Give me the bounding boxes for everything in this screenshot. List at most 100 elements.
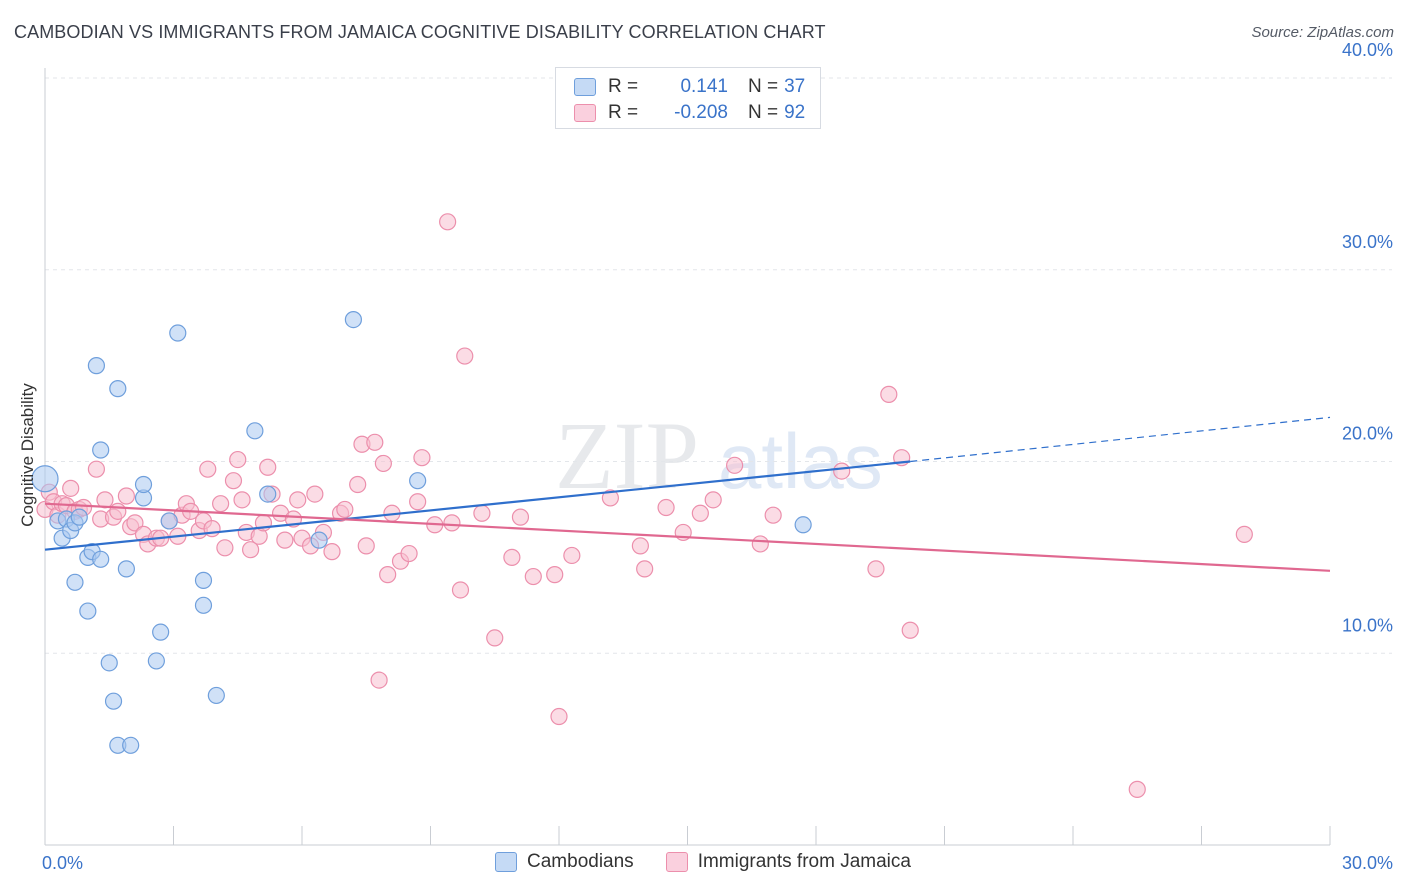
jamaica-point bbox=[439, 213, 457, 231]
jamaica-point bbox=[259, 458, 277, 476]
jamaica-point bbox=[229, 450, 247, 469]
cambodians-point bbox=[246, 422, 264, 440]
trend-lines bbox=[44, 416, 1331, 572]
cambodians-point bbox=[79, 602, 97, 620]
cambodians-point bbox=[122, 736, 140, 754]
jamaica-point bbox=[473, 504, 491, 522]
jamaica-point bbox=[511, 508, 530, 526]
jamaica-point bbox=[370, 671, 388, 689]
jamaica-swatch bbox=[574, 104, 596, 122]
cambodians-point bbox=[134, 475, 153, 494]
jamaica-point bbox=[87, 460, 106, 478]
watermark-zip: ZIP bbox=[555, 402, 699, 509]
jamaica-point bbox=[524, 567, 542, 586]
cambodians-point bbox=[310, 531, 328, 549]
jamaica-point bbox=[336, 500, 354, 519]
cambodians-trend-line bbox=[44, 460, 911, 551]
y-tick-labels: 10.0% 20.0% 30.0% 40.0% bbox=[1342, 40, 1393, 635]
y-tick-label: 10.0% bbox=[1342, 615, 1393, 635]
cambodians-point bbox=[87, 357, 106, 375]
cambodians-point bbox=[66, 573, 84, 591]
jamaica-point bbox=[357, 537, 375, 555]
x-tick-label-min: 0.0% bbox=[42, 853, 84, 873]
jamaica-point bbox=[126, 514, 144, 532]
cambodians-trend-extension bbox=[910, 416, 1331, 463]
jamaica-point bbox=[409, 493, 427, 511]
jamaica-point bbox=[657, 498, 675, 517]
jamaica-point bbox=[691, 504, 709, 522]
axes bbox=[44, 68, 1331, 846]
jamaica-point bbox=[726, 456, 744, 474]
legend-item-cambodians[interactable]: Cambodians bbox=[495, 851, 634, 873]
y-tick-label: 30.0% bbox=[1342, 232, 1393, 252]
jamaica-point bbox=[413, 449, 431, 467]
cambodians-point bbox=[194, 596, 213, 614]
jamaica-point bbox=[1128, 780, 1146, 798]
cambodians-point bbox=[147, 652, 165, 670]
r-label: R = bbox=[608, 76, 639, 97]
jamaica-point bbox=[563, 546, 581, 565]
jamaica-point bbox=[224, 472, 243, 490]
jamaica-swatch bbox=[665, 852, 688, 872]
cambodians-point bbox=[92, 550, 110, 568]
jamaica-point bbox=[833, 462, 851, 480]
jamaica-point bbox=[764, 506, 782, 524]
jamaica-point bbox=[199, 460, 217, 478]
cambodians-swatch bbox=[574, 78, 596, 96]
jamaica-trend-line bbox=[44, 502, 1331, 572]
y-tick-label: 40.0% bbox=[1342, 40, 1393, 60]
cambodians-point bbox=[104, 692, 123, 710]
cambodians-point bbox=[344, 311, 362, 329]
cambodians-point bbox=[169, 324, 187, 342]
jamaica-point bbox=[366, 433, 384, 451]
jamaica-point bbox=[880, 385, 898, 403]
jamaica-point bbox=[109, 502, 127, 520]
y-axis-label: Cognitive Disability bbox=[18, 383, 37, 527]
jamaica-point bbox=[443, 514, 461, 532]
cambodians-point bbox=[194, 571, 213, 589]
series-cambodians-points bbox=[31, 311, 812, 754]
jamaica-point bbox=[601, 489, 620, 507]
cambodians-point bbox=[70, 508, 88, 526]
jamaica-point bbox=[233, 491, 251, 509]
cambodians-point bbox=[160, 512, 178, 530]
jamaica-point bbox=[636, 560, 654, 578]
jamaica-point bbox=[486, 629, 504, 647]
jamaica-point bbox=[242, 541, 260, 559]
cambodians-point bbox=[117, 560, 135, 578]
jamaica-point bbox=[901, 621, 919, 639]
jamaica-point bbox=[550, 707, 568, 726]
legend-item-jamaica[interactable]: Immigrants from Jamaica bbox=[665, 851, 911, 873]
jamaica-point bbox=[751, 535, 769, 553]
jamaica-point bbox=[451, 581, 470, 599]
r-label: R = bbox=[608, 102, 639, 123]
jamaica-point bbox=[117, 487, 135, 505]
cambodians-point bbox=[109, 380, 127, 398]
n-value: 92 bbox=[784, 102, 806, 123]
jamaica-point bbox=[289, 491, 307, 509]
series-jamaica-points bbox=[36, 213, 1253, 798]
legend-label: Cambodians bbox=[527, 851, 634, 872]
jamaica-point bbox=[216, 539, 234, 557]
jamaica-point bbox=[349, 475, 367, 494]
jamaica-point bbox=[400, 544, 418, 563]
r-value: 0.141 bbox=[680, 76, 728, 97]
stats-legend: R = 0.141 N = 37 R = -0.208 N = 92 bbox=[555, 67, 821, 129]
stats-row-cambodians: R = 0.141 N = 37 bbox=[574, 74, 805, 100]
cambodians-point bbox=[794, 516, 812, 534]
jamaica-point bbox=[867, 560, 885, 578]
r-value: -0.208 bbox=[674, 102, 728, 123]
cambodians-point bbox=[31, 465, 59, 493]
jamaica-point bbox=[306, 485, 324, 503]
jamaica-point bbox=[323, 543, 341, 561]
cambodians-point bbox=[207, 686, 225, 705]
source-label: Source: ZipAtlas.com bbox=[1251, 24, 1394, 41]
chart-title: CAMBODIAN VS IMMIGRANTS FROM JAMAICA COG… bbox=[14, 22, 826, 42]
x-tick-label-max: 30.0% bbox=[1341, 853, 1393, 873]
jamaica-point bbox=[1235, 525, 1253, 543]
jamaica-point bbox=[374, 454, 392, 473]
jamaica-point bbox=[212, 495, 230, 513]
jamaica-point bbox=[62, 479, 80, 497]
cambodians-point bbox=[152, 623, 170, 641]
